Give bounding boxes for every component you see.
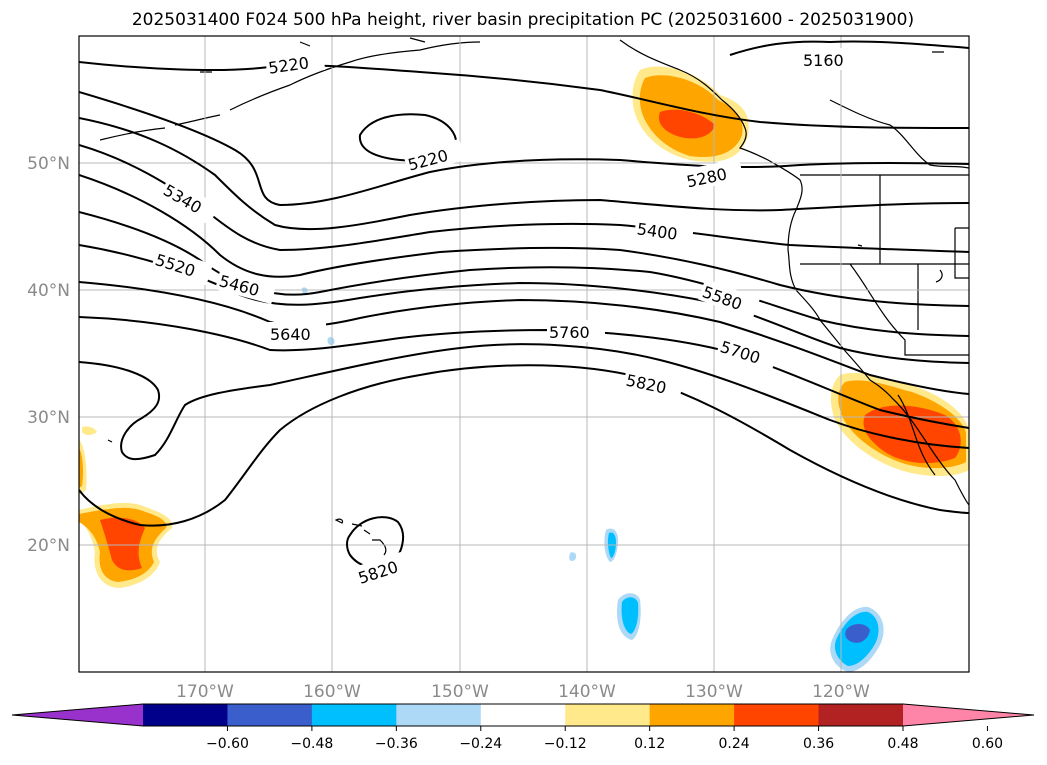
- colorbar-tick-label: 0.36: [803, 736, 834, 752]
- colorbar-segment: [649, 704, 735, 726]
- colorbar-segment: [818, 704, 904, 726]
- coastlines: [99, 37, 969, 556]
- lon-label: 160°W: [303, 682, 361, 702]
- colorbar-segment: [311, 704, 397, 726]
- colorbar: −0.60 −0.48 −0.36 −0.24 −0.12 0.12 0.24 0.36 0.4…: [11, 703, 1035, 752]
- contour-label: 5160: [803, 51, 844, 70]
- colorbar-tick-label: −0.36: [375, 736, 418, 752]
- colorbar-segment: [396, 704, 482, 726]
- contour-5280: [79, 91, 969, 207]
- lat-label: 20°N: [27, 536, 70, 556]
- colorbar-tick-label: 0.60: [972, 736, 1003, 752]
- contour-5460: [79, 174, 969, 307]
- colorbar-outline: [11, 703, 1035, 727]
- colorbar-extend-high: [903, 704, 1034, 726]
- colorbar-tick-label: −0.48: [290, 736, 333, 752]
- colorbar-segment: [480, 704, 566, 726]
- colorbar-segment: [227, 704, 313, 726]
- lat-label: 30°N: [27, 408, 70, 428]
- lat-label: 40°N: [27, 281, 70, 301]
- colorbar-extend-low: [12, 704, 143, 726]
- contour-5760: [79, 343, 969, 461]
- map-panel: 5160 5220 5220 5280 5340 5400 5460 5520 …: [79, 36, 969, 672]
- lon-label: 150°W: [431, 682, 489, 702]
- colorbar-tick-label: 0.12: [634, 736, 665, 752]
- lon-label: 120°W: [812, 682, 870, 702]
- contour-label: 5640: [270, 325, 311, 344]
- colorbar-tick-label: −0.24: [459, 736, 502, 752]
- height-contours: [79, 40, 969, 569]
- colorbar-tick-label: 0.24: [719, 736, 750, 752]
- lon-label: 140°W: [558, 682, 616, 702]
- contour-5340: [79, 117, 969, 231]
- colorbar-tick-label: −0.60: [206, 736, 249, 752]
- colorbar-segment: [143, 704, 228, 726]
- lat-label: 50°N: [27, 154, 70, 174]
- map-border: [78, 35, 970, 673]
- latitude-labels: 50°N 40°N 30°N 20°N: [27, 154, 70, 556]
- figure-title: 2025031400 F024 500 hPa height, river ba…: [132, 10, 914, 30]
- longitude-labels: 170°W 160°W 150°W 140°W 130°W 120°W: [176, 682, 870, 702]
- contour-5640: [79, 281, 969, 395]
- contour-label: 5760: [549, 323, 590, 342]
- colorbar-segment: [565, 704, 651, 726]
- contour-5220-north: [79, 61, 969, 129]
- contour-5820: [79, 364, 969, 527]
- contour-5160: [729, 40, 969, 56]
- colorbar-tick-label: −0.12: [544, 736, 587, 752]
- lon-label: 170°W: [176, 682, 234, 702]
- colorbar-segment: [734, 704, 820, 726]
- contour-5520: [79, 211, 969, 337]
- lon-label: 130°W: [685, 682, 743, 702]
- colorbar-tick-label: 0.48: [887, 736, 918, 752]
